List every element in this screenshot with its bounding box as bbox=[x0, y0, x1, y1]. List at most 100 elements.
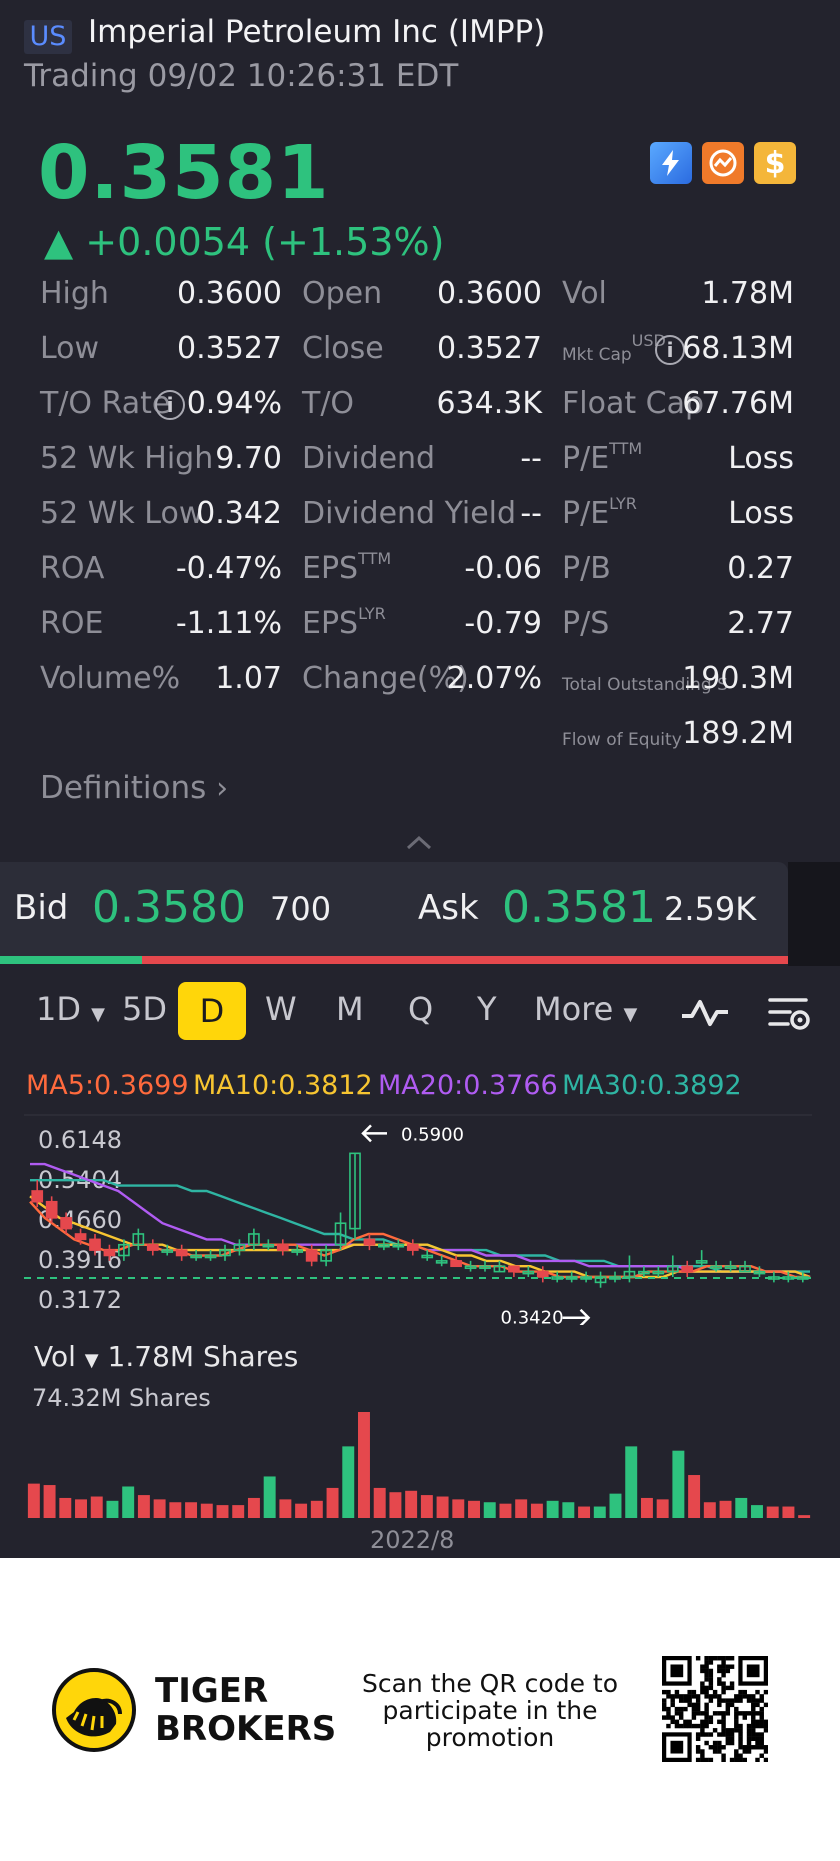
wk52-high-label: 52 Wk High bbox=[40, 441, 214, 476]
candle-body bbox=[320, 1249, 332, 1262]
volume-bar bbox=[342, 1446, 355, 1518]
tab-y[interactable]: Y bbox=[477, 990, 497, 1028]
change-pct-label: Change(%) bbox=[302, 661, 469, 696]
trading-status: Trading 09/02 10:26:31 EDT bbox=[24, 58, 459, 94]
trend-icon[interactable] bbox=[702, 142, 744, 184]
candle-body bbox=[60, 1217, 72, 1230]
high-label: High bbox=[40, 276, 109, 311]
volume-bar bbox=[562, 1502, 575, 1518]
candle-body bbox=[291, 1249, 304, 1253]
candle-body bbox=[493, 1265, 506, 1273]
definitions-link[interactable]: Definitions › bbox=[40, 770, 229, 806]
to-value: 634.3K bbox=[436, 386, 542, 421]
candle-body bbox=[681, 1265, 694, 1273]
candle-body bbox=[132, 1233, 145, 1246]
app-background bbox=[0, 0, 840, 1558]
volume-bar bbox=[310, 1500, 323, 1518]
candle-body bbox=[103, 1249, 116, 1257]
ma5-label: MA5:0.3699 bbox=[26, 1070, 189, 1101]
dividend-value: -- bbox=[520, 441, 542, 476]
float-cap-label: Float Cap bbox=[562, 386, 705, 421]
candle-body bbox=[536, 1270, 549, 1278]
low-label: Low bbox=[40, 331, 100, 366]
tab-5d[interactable]: 5D bbox=[122, 990, 167, 1028]
bid-ask-ratio-bar bbox=[0, 956, 788, 964]
div-yield-label: Dividend Yield bbox=[302, 496, 517, 531]
volume-max-label: 74.32M Shares bbox=[32, 1384, 211, 1412]
tab-d[interactable]: D bbox=[178, 982, 246, 1040]
volume-bar bbox=[688, 1475, 701, 1518]
candle-body bbox=[31, 1190, 44, 1203]
total-out-label: Total Outstanding S bbox=[562, 675, 728, 695]
pb-label: P/B bbox=[562, 551, 611, 586]
tiger-brokers-logo bbox=[52, 1668, 136, 1752]
ma30-line bbox=[30, 1178, 810, 1273]
volume-bar bbox=[766, 1506, 779, 1518]
volume-bar bbox=[672, 1450, 685, 1518]
volume-bar bbox=[499, 1503, 512, 1518]
min-price-annotation: 0.3420 bbox=[501, 1308, 564, 1325]
y-tick-label: 0.6148 bbox=[38, 1126, 122, 1154]
volume-bar bbox=[515, 1499, 528, 1518]
last-price: 0.3581 bbox=[38, 130, 330, 216]
max-arrow-icon bbox=[361, 1124, 387, 1143]
volume-bar bbox=[279, 1499, 292, 1518]
volume-bar bbox=[137, 1495, 150, 1518]
max-price-annotation: 0.5900 bbox=[401, 1124, 464, 1145]
volume-bar bbox=[483, 1502, 496, 1518]
tab-more[interactable]: More ▼ bbox=[534, 990, 638, 1028]
candlestick-chart[interactable]: 0.61480.54040.46600.39160.31720.59000.34… bbox=[0, 1110, 840, 1325]
dividend-label: Dividend bbox=[302, 441, 436, 476]
candle-body bbox=[276, 1243, 289, 1251]
tab-q[interactable]: Q bbox=[408, 990, 434, 1028]
lightning-level1-icon[interactable] bbox=[650, 142, 692, 184]
vol-value: 1.78M bbox=[701, 276, 794, 311]
bid-label: Bid bbox=[14, 888, 69, 928]
candle-body bbox=[219, 1249, 231, 1257]
candle-body bbox=[305, 1249, 318, 1262]
indicator-icon[interactable] bbox=[680, 996, 730, 1030]
volume-bar bbox=[389, 1492, 402, 1518]
volume-bar bbox=[530, 1503, 543, 1518]
ma5-line bbox=[29, 1200, 810, 1279]
volume-chart[interactable] bbox=[0, 1380, 840, 1520]
ma10-line bbox=[29, 1195, 811, 1279]
min-arrow-icon bbox=[562, 1308, 591, 1325]
volume-header[interactable]: Vol ▼ 1.78M Shares bbox=[34, 1340, 299, 1373]
div-yield-value: -- bbox=[520, 496, 542, 531]
volume-bar bbox=[216, 1505, 229, 1518]
tab-w[interactable]: W bbox=[265, 990, 297, 1028]
pe-lyr-label: P/ELYR bbox=[562, 494, 637, 531]
chart-settings-icon[interactable] bbox=[766, 994, 812, 1034]
qr-code[interactable] bbox=[662, 1656, 768, 1762]
candle-body bbox=[363, 1238, 376, 1246]
ma10-label: MA10:0.3812 bbox=[193, 1070, 373, 1101]
volume-bar bbox=[735, 1497, 748, 1518]
volume-bar bbox=[609, 1493, 622, 1518]
eps-lyr-value: -0.79 bbox=[464, 606, 542, 641]
candle-body bbox=[233, 1243, 246, 1251]
ask-size: 2.59K bbox=[664, 890, 757, 928]
candle-body bbox=[146, 1243, 159, 1251]
candle-body bbox=[724, 1265, 737, 1270]
candle-body bbox=[175, 1249, 188, 1257]
volume-bar bbox=[75, 1499, 87, 1518]
dollar-icon[interactable]: $ bbox=[754, 142, 796, 184]
tab-m[interactable]: M bbox=[336, 990, 364, 1028]
volume-bar bbox=[247, 1497, 260, 1518]
candle-body bbox=[666, 1265, 679, 1273]
candle-body bbox=[522, 1270, 535, 1275]
y-tick-label: 0.3172 bbox=[38, 1286, 122, 1314]
candle-body bbox=[739, 1265, 751, 1273]
candle-body bbox=[262, 1243, 275, 1248]
info-icon[interactable]: i bbox=[155, 390, 185, 420]
brand-name: TIGER BROKERS bbox=[155, 1671, 337, 1749]
info-icon[interactable]: i bbox=[655, 335, 685, 365]
tab-1d[interactable]: 1D ▼ bbox=[36, 990, 106, 1028]
volume-bar bbox=[452, 1499, 465, 1518]
bid-ask-edge bbox=[788, 862, 840, 966]
candle-body bbox=[479, 1265, 491, 1270]
collapse-caret-icon[interactable] bbox=[405, 832, 433, 852]
high-value: 0.3600 bbox=[177, 276, 282, 311]
volume-bar bbox=[358, 1412, 370, 1518]
